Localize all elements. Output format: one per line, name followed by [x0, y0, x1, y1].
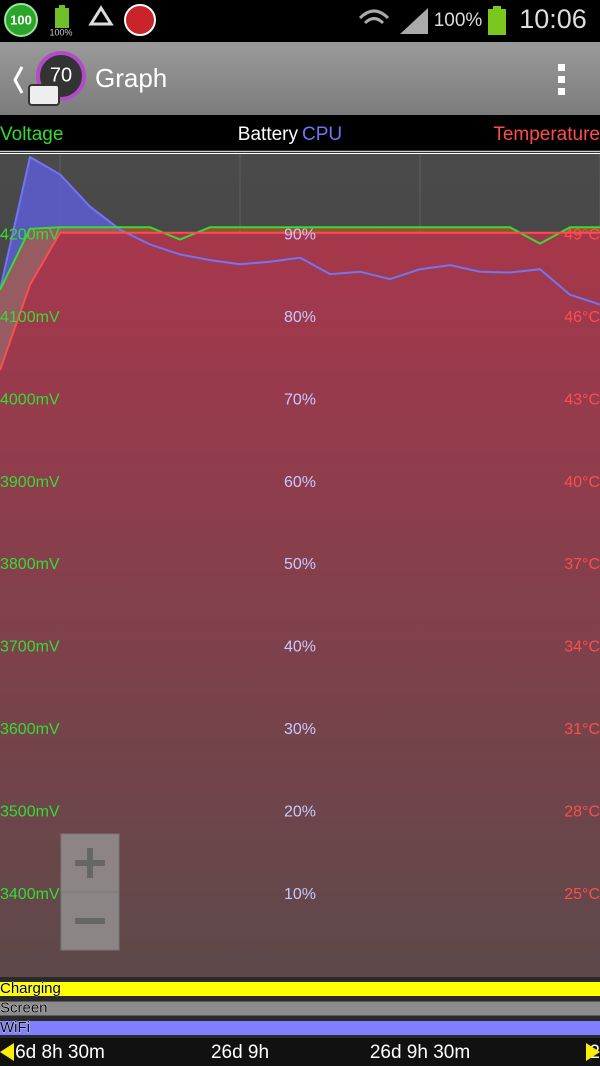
y-tick-label: 20% — [284, 803, 316, 820]
wifi-icon — [358, 9, 390, 25]
y-tick-label: 30% — [284, 721, 316, 738]
state-bar — [0, 1001, 600, 1016]
y-tick-label: 3800mV — [0, 556, 60, 573]
y-tick-label: 80% — [284, 309, 316, 326]
y-tick-label: 10% — [284, 886, 316, 903]
app-logo-battery — [28, 84, 60, 106]
y-tick-label: 31°C — [564, 721, 600, 738]
state-label: WiFi — [0, 1019, 30, 1036]
x-tick-label: 26d 9h 30m — [370, 1042, 470, 1063]
legend-entry: Battery — [238, 124, 299, 145]
legend-bar — [0, 118, 600, 151]
battery-icon-small — [55, 8, 69, 28]
y-tick-label: 3400mV — [0, 886, 60, 903]
y-tick-label: 28°C — [564, 803, 600, 820]
y-tick-label: 37°C — [564, 556, 600, 573]
battery-cap — [493, 6, 501, 9]
y-tick-label: 40°C — [564, 474, 600, 491]
series-area — [0, 232, 600, 977]
y-tick-label: 60% — [284, 474, 316, 491]
y-tick-label: 25°C — [564, 886, 600, 903]
state-bars: Charging Screen WiFi — [0, 980, 600, 1036]
tick-labels: 90% 80% 70% 60% 50% 40% 30% 20% 10% 4200mV 4100mV 4… — [0, 227, 600, 903]
battery-cap-small — [59, 5, 65, 8]
y-tick-label: 70% — [284, 391, 316, 408]
time-axis — [0, 1038, 600, 1066]
state-label: Screen — [0, 999, 48, 1016]
y-tick-label: 3600mV — [0, 721, 60, 738]
app-icon-red — [124, 4, 156, 36]
y-tick-label: 50% — [284, 556, 316, 573]
series-line — [0, 226, 600, 291]
legend: Voltage Battery CPU Temperature — [0, 124, 600, 145]
status-bar — [0, 0, 600, 42]
battery-icon — [488, 9, 506, 35]
badge-text: 100 — [10, 12, 32, 27]
app-title: Graph — [95, 63, 167, 93]
y-tick-label: 34°C — [564, 639, 600, 656]
y-tick-label: 40% — [284, 639, 316, 656]
plot — [0, 153, 600, 977]
y-tick-label: 4100mV — [0, 309, 60, 326]
zoom-in-glyph — [75, 848, 105, 878]
back-button[interactable] — [13, 66, 24, 94]
y-tick-label: 3700mV — [0, 639, 60, 656]
recycle-icon — [88, 5, 114, 26]
x-tick-label: 6d 8h 30m — [15, 1042, 105, 1063]
y-tick-label: 4000mV — [0, 391, 60, 408]
scroll-right[interactable] — [586, 1043, 600, 1061]
overflow-menu[interactable] — [558, 64, 565, 95]
y-tick-label: 49°C — [564, 227, 600, 244]
zoom-control — [60, 833, 120, 951]
state-label: Charging — [0, 980, 61, 997]
legend-entry: CPU — [302, 124, 342, 145]
state-bar — [0, 1021, 600, 1035]
y-tick-label: 3900mV — [0, 474, 60, 491]
series-line — [0, 231, 600, 371]
badge-icon — [4, 3, 38, 37]
clock: 10:06 — [519, 4, 587, 34]
state-bar — [0, 982, 600, 996]
app-bar — [0, 42, 600, 115]
legend-entry: Voltage — [0, 124, 63, 145]
app-logo-value: 70 — [50, 64, 72, 86]
y-tick-label: 90% — [284, 227, 316, 244]
y-tick-label: 4200mV — [0, 227, 60, 244]
scroll-left[interactable] — [0, 1043, 14, 1061]
y-tick-label: 43°C — [564, 391, 600, 408]
series-line — [0, 155, 600, 306]
legend-entry: Temperature — [493, 124, 600, 145]
battery-percent: 100% — [434, 10, 483, 31]
battery-small-text: 100% — [49, 27, 72, 37]
y-tick-label: 3500mV — [0, 803, 60, 820]
y-tick-label: 46°C — [564, 309, 600, 326]
signal-icon — [400, 8, 428, 34]
x-tick-label: 26d 9h — [211, 1042, 269, 1063]
